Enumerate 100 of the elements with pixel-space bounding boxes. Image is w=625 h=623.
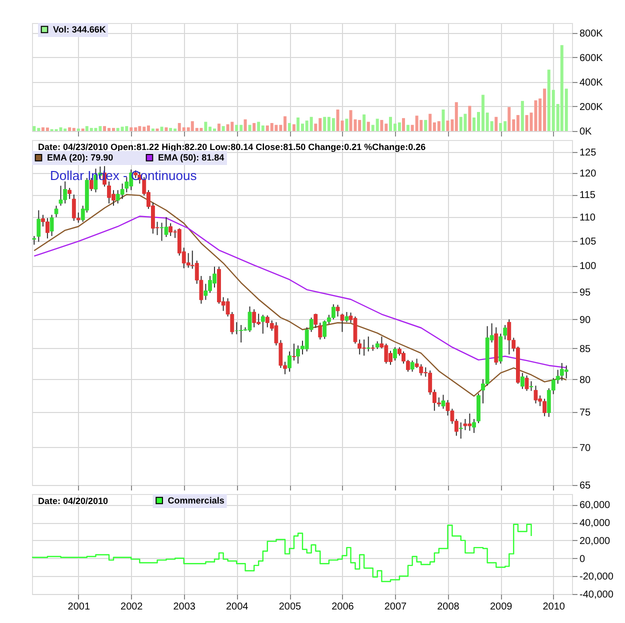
candlestick [410, 360, 414, 372]
y-tick-label: 65 [580, 480, 592, 492]
y-tick-label: 95 [580, 287, 592, 298]
bar [442, 110, 445, 131]
bar [323, 116, 326, 131]
candlestick [260, 314, 265, 334]
y-tick-label: 40,000 [580, 518, 611, 530]
candlestick [248, 306, 252, 332]
bar [288, 123, 291, 131]
x-tick-label: 2003 [173, 602, 196, 612]
bar [120, 126, 124, 131]
bar [200, 128, 203, 131]
bar [230, 122, 234, 131]
bar [454, 102, 458, 131]
y-tick-label: 400K [580, 77, 604, 88]
bar [59, 127, 62, 131]
candlestick [50, 214, 54, 237]
bar [204, 122, 208, 131]
annotation: Date: 04/20/2010 [38, 496, 108, 506]
bar [257, 122, 260, 131]
y-tick-label: 70 [580, 442, 592, 454]
legend-label: Commercials [168, 496, 224, 506]
bar [164, 127, 168, 131]
candlestick [366, 336, 370, 352]
candlestick [520, 372, 524, 390]
candlestick [292, 343, 296, 362]
bar [402, 118, 406, 131]
legend-label: Vol: 344.66K [53, 24, 106, 34]
candlestick [344, 312, 349, 323]
bar [424, 120, 428, 131]
bar [160, 126, 164, 131]
bar [72, 128, 76, 131]
candlestick [322, 320, 327, 340]
bar [437, 121, 440, 131]
y-tick-label: 0 [580, 554, 586, 565]
bar [169, 128, 172, 131]
bar [389, 116, 392, 131]
bar [68, 127, 72, 131]
candlestick [252, 308, 256, 328]
bar [130, 127, 133, 131]
candlestick [314, 313, 318, 328]
candlestick [265, 314, 270, 328]
bar [459, 116, 462, 131]
candlestick [168, 222, 173, 237]
candlestick [288, 350, 292, 372]
bar [520, 100, 524, 131]
candlestick [534, 385, 538, 404]
bar [270, 123, 274, 131]
y-tick-label: 20,000 [580, 536, 611, 547]
bar [261, 125, 264, 131]
candlestick [458, 422, 463, 440]
candlestick [472, 418, 476, 434]
bar [226, 124, 230, 131]
x-tick-label: 2004 [226, 602, 249, 612]
bar [103, 126, 106, 131]
y-tick-label: 0K [580, 126, 592, 138]
bar [235, 124, 238, 131]
legend-label: EMA (20): 79.90 [47, 152, 114, 163]
bar [428, 114, 432, 131]
x-tick-label: 2009 [490, 602, 513, 612]
line-series [34, 216, 567, 368]
bar [508, 107, 511, 131]
bar [366, 122, 370, 131]
bar [274, 124, 278, 131]
y-tick-label: 110 [580, 212, 596, 224]
bar [248, 124, 252, 131]
candlestick [524, 374, 529, 392]
x-tick-label: 2010 [542, 602, 566, 612]
y-tick-label: 80 [580, 374, 592, 386]
candlestick [58, 185, 63, 206]
bar [90, 128, 93, 131]
x-tick-label: 2006 [332, 602, 354, 612]
bar [310, 116, 313, 131]
x-tick-label: 2002 [120, 602, 144, 612]
candlestick [186, 252, 190, 268]
bar [125, 126, 128, 131]
y-tick-label: 60,000 [580, 500, 611, 512]
candlestick [507, 318, 512, 355]
candlestick [564, 364, 568, 379]
bar [406, 124, 410, 131]
bar [146, 125, 150, 131]
y-tick-label: 90 [580, 314, 592, 326]
x-tick-label: 2008 [437, 602, 460, 612]
bar [420, 120, 423, 131]
bar [415, 116, 418, 131]
candlestick [318, 322, 322, 340]
line-series [34, 194, 567, 397]
bar [32, 126, 36, 131]
bar [516, 115, 520, 131]
annotation: Date: 04/23/2010 Open:81.22 High:82.20 Low:80.14 Close:81.50 Change:0.21 %Change:0.26 [38, 142, 426, 152]
y-tick-label: 125 [580, 148, 597, 159]
candlestick [503, 324, 508, 340]
bar [464, 114, 467, 131]
candlestick [36, 210, 41, 242]
x-tick-label: 2005 [278, 602, 302, 612]
candlestick [239, 324, 244, 343]
bar [534, 100, 538, 131]
bar [468, 106, 472, 131]
y-tick-label: 600K [580, 52, 604, 64]
y-tick-label: 105 [580, 236, 597, 248]
